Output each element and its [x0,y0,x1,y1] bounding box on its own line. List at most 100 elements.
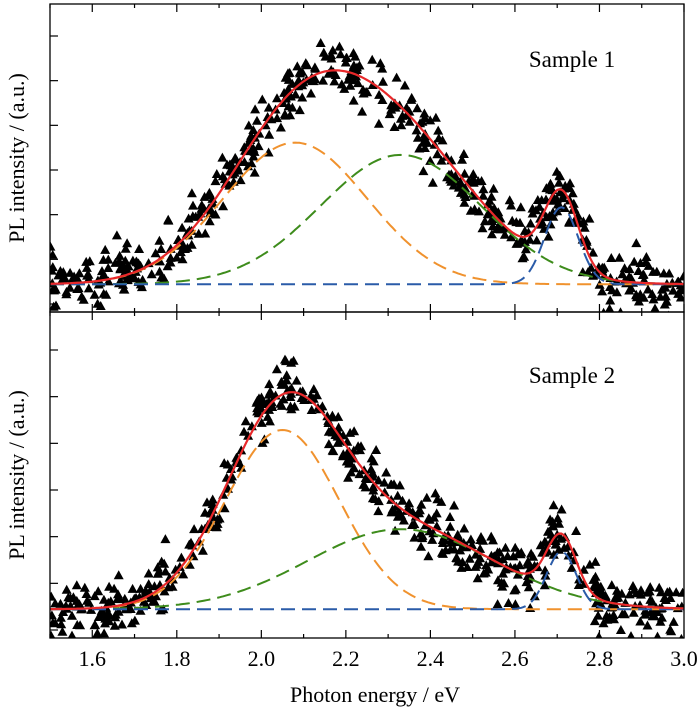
data-point-marker [184,539,195,549]
data-point-marker [591,577,602,587]
data-point-marker [146,269,157,279]
data-point-marker [109,583,120,593]
data-point-marker [111,230,122,240]
data-point-marker [519,225,530,235]
data-point-marker [264,389,275,399]
data-point-marker [654,582,665,592]
data-point-marker [114,256,125,266]
data-point-marker [322,411,333,421]
data-point-marker [474,206,484,216]
data-point-marker [67,630,77,638]
data-point-marker [529,591,540,601]
data-point-marker [159,586,170,596]
data-point-marker [95,301,106,310]
data-point-marker [675,292,684,302]
data-point-marker [84,597,95,607]
data-point-marker [150,248,161,258]
data-point-marker [633,266,644,275]
data-point-marker [272,93,282,103]
data-point-marker [368,482,379,492]
x-tick-label: 3.0 [670,646,698,671]
data-point-marker [308,384,319,394]
data-point-marker [281,370,292,380]
data-point-marker [58,607,69,616]
data-point-marker [597,286,608,296]
data-point-marker [315,38,326,47]
data-point-marker [662,587,673,597]
data-point-marker [122,238,133,248]
data-point-marker [655,616,666,626]
data-point-marker [648,294,659,304]
data-point-marker [92,628,103,638]
data-point-marker [197,545,208,555]
data-point-marker [113,570,124,580]
data-point-marker [423,551,434,561]
data-point-marker [55,266,66,275]
data-point-marker [257,94,268,104]
data-point-marker [377,63,388,73]
data-point-marker [217,171,228,181]
data-point-marker [391,72,402,82]
data-point-marker [624,264,635,274]
data-point-marker [628,607,639,617]
data-point-marker [668,616,679,626]
data-point-marker [73,283,84,293]
data-point-marker [488,183,499,193]
data-point-marker [50,249,58,259]
data-point-marker [373,496,384,506]
data-point-marker [207,494,218,504]
data-point-marker [334,41,345,51]
data-point-marker [430,112,441,122]
data-point-marker [552,199,563,209]
data-point-marker [79,582,90,592]
data-point-marker [470,561,481,571]
data-point-marker [615,625,626,634]
data-point-marker [499,229,510,239]
data-point-marker [629,256,640,266]
data-point-marker [406,94,417,104]
data-point-marker [295,68,306,78]
data-point-marker [52,327,62,336]
data-point-marker [114,250,125,260]
data-point-marker [520,244,531,254]
data-point-marker [100,244,111,254]
data-point-marker [384,109,395,119]
data-point-marker [119,593,130,603]
data-point-marker [477,223,488,233]
data-point-marker [531,205,541,215]
data-point-marker [559,203,570,212]
data-point-marker [539,580,550,590]
y-axis-label: PL intensity / (a.u.) [4,390,29,560]
data-point-marker [103,610,114,620]
data-point-marker [552,513,563,523]
fit-total-line [50,69,684,286]
data-point-marker [163,214,174,224]
data-point-marker [645,594,656,604]
data-point-marker [50,241,56,251]
data-point-marker [655,291,666,301]
data-point-marker [544,184,555,194]
data-point-marker [523,582,534,592]
data-point-marker [525,218,536,228]
data-point-marker [401,110,412,120]
data-point-marker [545,514,556,524]
data-point-marker [345,80,356,90]
data-point-marker [129,615,140,625]
data-point-marker [482,209,493,218]
data-point-marker [345,427,356,437]
data-point-marker [368,468,378,478]
data-point-marker [81,262,92,272]
data-point-marker [631,238,642,248]
data-point-marker [348,95,359,105]
data-point-marker [190,211,201,221]
data-point-marker [211,169,222,178]
data-point-marker [404,116,415,126]
data-point-marker [332,437,343,447]
data-point-marker [367,54,378,64]
data-point-marker [503,598,514,607]
data-point-marker [488,535,498,545]
data-point-marker [543,231,554,241]
data-point-marker [427,534,438,544]
data-point-marker [71,580,82,590]
x-tick-label: 1.6 [79,646,107,671]
